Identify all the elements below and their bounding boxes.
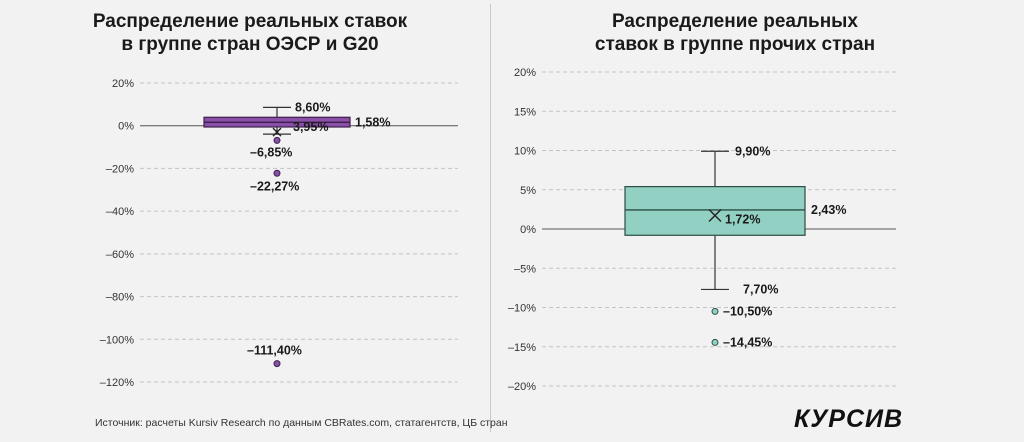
chart2-y-tick-label: –10% <box>508 303 536 315</box>
chart2-y-tick-label: 20% <box>514 67 536 79</box>
chart1-y-tick-label: –40% <box>106 206 134 218</box>
panel-divider <box>490 4 491 432</box>
chart1-outlier-point <box>273 169 281 177</box>
chart2-label-outlier: –10,50% <box>723 304 772 318</box>
chart1-label-outlier: –22,27% <box>250 179 299 193</box>
chart2-y-tick-label: 10% <box>514 146 536 158</box>
chart2-y-tick-label: 5% <box>520 185 536 197</box>
chart2-y-tick-label: –15% <box>508 342 536 354</box>
chart1-label-outlier: –111,40% <box>247 344 302 358</box>
chart2-y-tick-label: 15% <box>514 106 536 118</box>
chart1-outlier-point <box>273 136 281 144</box>
chart1-label-whisker-high: 8,60% <box>295 100 330 114</box>
chart1-label-q3: 3,95% <box>293 120 328 134</box>
chart2-label-median: 2,43% <box>811 203 846 217</box>
chart1-label-outlier: –6,85% <box>250 145 292 159</box>
chart2-outlier-point <box>711 338 719 346</box>
chart1-y-tick-label: 20% <box>112 78 134 90</box>
chart2-y-tick-label: 0% <box>520 224 536 236</box>
chart2-title: Распределение реальных ставок в группе п… <box>594 11 876 55</box>
chart1-label-median: 1,58% <box>355 115 390 129</box>
chart2-label-whisker-low: 7,70% <box>743 282 778 296</box>
chart2-y-tick-label: –5% <box>514 263 536 275</box>
chart1-outlier-point <box>273 360 281 368</box>
source-note: Источник: расчеты Kursiv Research по дан… <box>95 417 508 429</box>
chart2-mean-marker <box>708 209 722 222</box>
chart1-y-tick-label: –80% <box>106 292 134 304</box>
chart1-y-tick-label: –20% <box>106 163 134 175</box>
chart2-box <box>624 186 806 236</box>
chart1-y-tick-label: –100% <box>100 334 134 346</box>
chart1-y-tick-label: 0% <box>118 121 134 133</box>
chart1-title: Распределение реальных ставок в группе с… <box>92 11 408 55</box>
chart2-label-mean: 1,72% <box>725 212 760 226</box>
chart2-y-tick-label: –20% <box>508 381 536 393</box>
chart2-label-whisker-high: 9,90% <box>735 144 770 158</box>
chart2-outlier-point <box>711 307 719 315</box>
chart1-y-tick-label: –120% <box>100 377 134 389</box>
chart2-label-outlier: –14,45% <box>723 335 772 349</box>
chart1-y-tick-label: –60% <box>106 249 134 261</box>
chart1-mean-marker <box>272 127 282 137</box>
kursiv-logo: КУРСИВ <box>794 405 904 433</box>
